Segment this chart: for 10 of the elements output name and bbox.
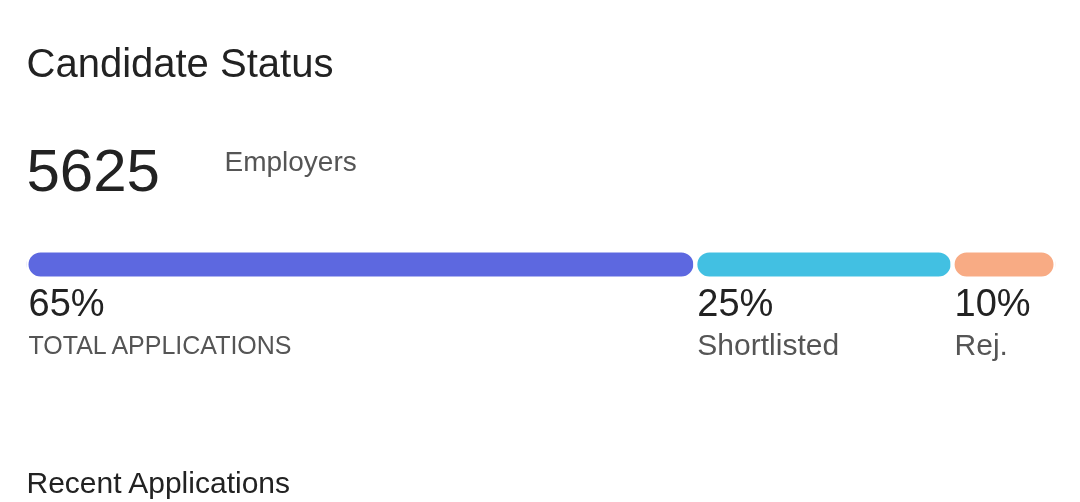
data-label: 10%	[954, 281, 1031, 324]
data-label: 65%	[28, 281, 105, 324]
chart-title: Candidate Status	[26, 40, 334, 85]
data-label: 25%	[697, 281, 774, 324]
chart-subtitle: 5625	[26, 136, 160, 204]
text: Recent Applications	[26, 465, 290, 499]
text: Employers	[224, 145, 357, 177]
series-label: Shortlisted	[697, 328, 840, 361]
text: TOTAL APPLICATIONS	[28, 330, 292, 359]
series-label: Rej.	[954, 328, 1008, 361]
